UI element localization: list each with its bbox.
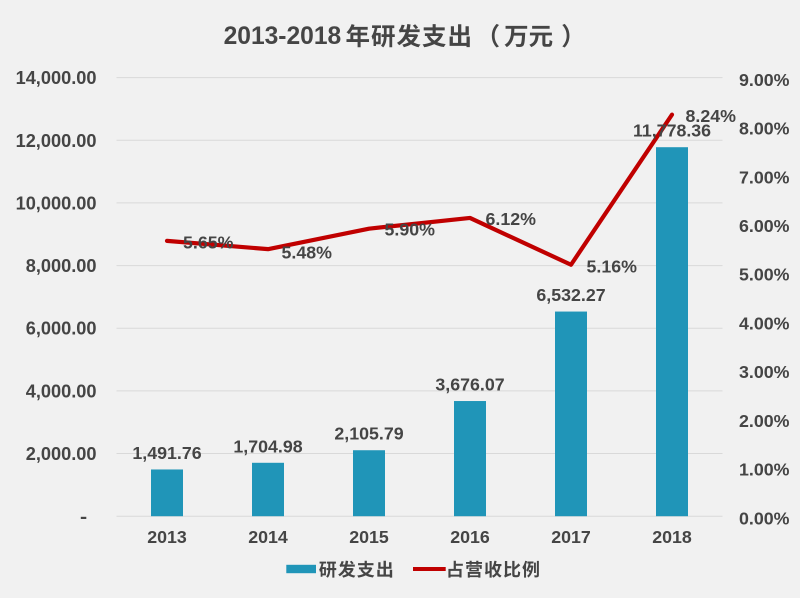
svg-text:6,532.27: 6,532.27 — [536, 285, 605, 305]
svg-text:8.00%: 8.00% — [739, 119, 790, 139]
svg-text:8,000.00: 8,000.00 — [26, 256, 97, 276]
svg-text:3.00%: 3.00% — [739, 362, 790, 382]
svg-text:6.00%: 6.00% — [739, 216, 790, 236]
svg-text:9.00%: 9.00% — [739, 70, 790, 90]
svg-text:5.16%: 5.16% — [587, 257, 638, 277]
svg-text:0.00%: 0.00% — [739, 508, 790, 528]
svg-text:6,000.00: 6,000.00 — [26, 319, 97, 339]
svg-text:10,000.00: 10,000.00 — [16, 193, 97, 213]
svg-text:5.65%: 5.65% — [183, 232, 234, 252]
svg-text:11,778.36: 11,778.36 — [633, 121, 711, 141]
svg-text:5.48%: 5.48% — [282, 243, 333, 263]
svg-text:7.00%: 7.00% — [739, 167, 790, 187]
svg-text:2.00%: 2.00% — [739, 411, 790, 431]
svg-text:4.00%: 4.00% — [739, 313, 790, 333]
svg-text:2014: 2014 — [248, 527, 288, 547]
svg-text:2017: 2017 — [551, 527, 591, 547]
svg-text:2018: 2018 — [652, 527, 692, 547]
svg-text:2016: 2016 — [450, 527, 490, 547]
svg-text:1,704.98: 1,704.98 — [233, 436, 302, 456]
svg-text:4,000.00: 4,000.00 — [26, 381, 97, 401]
svg-text:3,676.07: 3,676.07 — [435, 375, 504, 395]
svg-text:8.24%: 8.24% — [686, 106, 737, 126]
svg-text:2013-2018: 2013-2018 — [224, 23, 342, 50]
svg-text:12,000.00: 12,000.00 — [16, 131, 97, 151]
svg-text:2,105.79: 2,105.79 — [334, 424, 403, 444]
svg-text:14,000.00: 14,000.00 — [16, 68, 97, 88]
svg-text:2013: 2013 — [147, 527, 187, 547]
svg-text:5.90%: 5.90% — [385, 220, 436, 240]
svg-text:1,491.76: 1,491.76 — [132, 443, 201, 463]
svg-text:2,000.00: 2,000.00 — [26, 444, 97, 464]
svg-text:6.12%: 6.12% — [486, 209, 537, 229]
svg-text:1.00%: 1.00% — [739, 460, 790, 480]
svg-text:5.00%: 5.00% — [739, 265, 790, 285]
svg-text:2015: 2015 — [349, 527, 389, 547]
